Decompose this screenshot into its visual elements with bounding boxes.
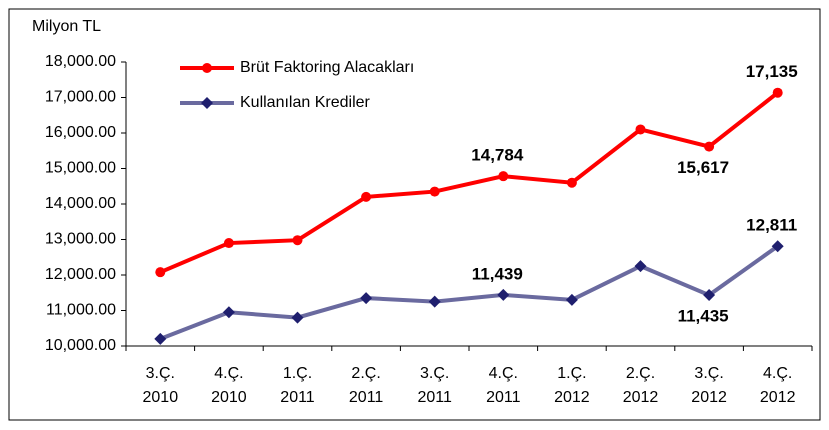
data-label: 11,435 [678, 307, 729, 326]
x-tick-label: 3.Ç. 2010 [143, 365, 179, 406]
x-tick-label: 2.Ç. 2012 [623, 365, 659, 406]
x-tick-label-line: 3.Ç. [694, 365, 723, 382]
point [155, 267, 166, 278]
point [497, 288, 510, 301]
x-tick-label: 3.Ç. 2011 [417, 365, 452, 406]
data-label: 14,784 [471, 146, 524, 165]
y-tick-label: 10,000.00 [45, 337, 116, 354]
x-tick-label-line: 2012 [554, 389, 590, 406]
y-tick-label: 11,000.00 [46, 302, 116, 319]
point [703, 289, 716, 302]
point [704, 141, 715, 152]
x-tick-label-line: 1.Ç. [557, 365, 586, 382]
x-tick-label: 4.Ç. 2012 [760, 365, 796, 406]
y-tick-label: 16,000.00 [45, 124, 116, 141]
data-label: 17,135 [746, 62, 798, 81]
series-line [159, 91, 779, 275]
x-tick-label-line: 1.Ç. [283, 365, 312, 382]
x-tick-label-line: 2.Ç. [626, 365, 655, 382]
y-tick-label: 15,000.00 [45, 160, 116, 177]
x-tick-label: 2.Ç. 2011 [349, 365, 384, 406]
x-tick-label-line: 2010 [211, 389, 247, 406]
point [498, 171, 509, 182]
legend-label: Kullanılan Krediler [240, 94, 371, 111]
point [292, 235, 303, 246]
point [428, 295, 441, 308]
x-tick-label: 3.Ç. 2012 [691, 365, 727, 406]
x-tick-label-line: 2012 [760, 389, 796, 406]
x-tick-label-line: 2012 [623, 389, 659, 406]
x-tick-label-line: 3.Ç. [146, 365, 175, 382]
x-tick-label-line: 2010 [143, 389, 179, 406]
x-tick-label-line: 2011 [417, 389, 452, 406]
point [291, 311, 304, 324]
point [772, 87, 783, 98]
x-tick-label-line: 4.Ç. [214, 365, 243, 382]
chart-frame [8, 8, 821, 421]
point [154, 332, 167, 345]
legend-marker [202, 63, 212, 73]
x-tick-label: 4.Ç. 2011 [486, 365, 521, 406]
point [634, 260, 647, 273]
y-tick-label: 17,000.00 [45, 89, 116, 106]
data-label: 12,811 [746, 216, 797, 235]
data-label: 11,439 [472, 264, 523, 283]
x-tick-label: 1.Ç. 2012 [554, 365, 590, 406]
legend-label: Brüt Faktoring Alacakları [240, 59, 414, 76]
series-line [159, 244, 779, 341]
y-tick-label: 13,000.00 [45, 231, 116, 248]
x-tick-label-line: 2011 [349, 389, 384, 406]
point [360, 292, 373, 305]
x-tick-label-line: 4.Ç. [489, 365, 518, 382]
y-tick-label: 18,000.00 [45, 53, 116, 70]
x-tick-label: 1.Ç. 2011 [280, 365, 315, 406]
x-tick-label-line: 2011 [486, 389, 521, 406]
y-tick-label: 14,000.00 [45, 195, 116, 212]
point [565, 293, 578, 306]
point [566, 177, 577, 188]
data-label: 15,617 [677, 158, 729, 177]
legend-marker [201, 97, 213, 109]
point [429, 186, 440, 197]
point [635, 124, 646, 135]
point [223, 238, 234, 249]
x-tick-label-line: 2.Ç. [351, 365, 380, 382]
x-tick-label-line: 4.Ç. [763, 365, 792, 382]
x-tick-label: 4.Ç. 2010 [211, 365, 247, 406]
y-axis-label: Milyon TL [32, 18, 101, 35]
point [222, 306, 235, 319]
x-tick-label-line: 2011 [280, 389, 315, 406]
point [771, 240, 784, 253]
x-tick-label-line: 2012 [691, 389, 727, 406]
y-tick-label: 12,000.00 [45, 266, 116, 283]
x-tick-label-line: 3.Ç. [420, 365, 449, 382]
point [361, 191, 372, 202]
